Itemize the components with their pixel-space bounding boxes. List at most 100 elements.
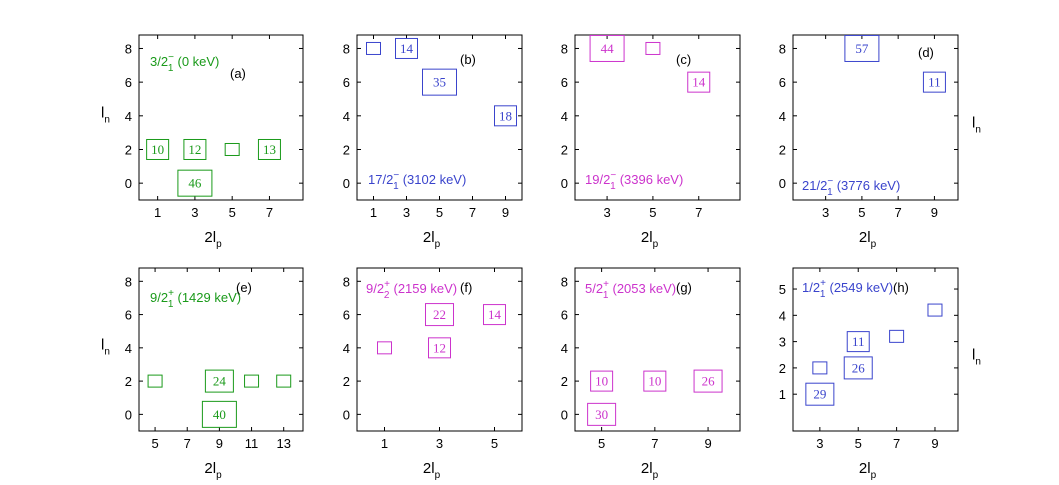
x-tick-label: 5 xyxy=(436,205,443,220)
y-axis-label: ln xyxy=(101,337,110,358)
x-tick-label: 9 xyxy=(931,205,938,220)
data-box xyxy=(395,37,418,59)
x-tick-label: 11 xyxy=(245,436,259,451)
y-tick-label: 4 xyxy=(561,109,568,124)
state-energy: (2159 keV) xyxy=(393,281,457,296)
y-axis-label: ln xyxy=(101,105,110,126)
data-box-label: 14 xyxy=(400,41,414,56)
state-parity: + xyxy=(168,288,174,299)
x-axis-label-base: 2l xyxy=(641,229,653,246)
state-index: 1 xyxy=(603,290,609,301)
panel-letter: (b) xyxy=(460,52,476,67)
x-tick-label: 1 xyxy=(381,436,388,451)
x-axis-label-base: 2l xyxy=(204,460,216,477)
data-box xyxy=(812,361,828,375)
x-axis-label-sub: p xyxy=(216,470,222,481)
data-box xyxy=(201,400,237,428)
data-box-label: 22 xyxy=(433,307,446,322)
state-parity: + xyxy=(384,279,390,290)
data-box xyxy=(425,303,454,327)
x-tick-label: 3 xyxy=(603,205,610,220)
state-label: 3/2− 1 (0 keV) xyxy=(150,52,219,74)
y-tick-label: 4 xyxy=(561,341,568,356)
x-axis-label-base: 2l xyxy=(423,460,435,477)
y-tick-label: 8 xyxy=(561,41,568,56)
y-tick-label: 6 xyxy=(125,308,132,323)
x-axis-label-base: 2l xyxy=(204,229,216,246)
panel-letter: (e) xyxy=(236,280,252,295)
x-tick-label: 3 xyxy=(403,205,410,220)
data-box-label: 18 xyxy=(499,108,512,123)
data-box-label: 26 xyxy=(702,374,716,389)
data-box-label: 29 xyxy=(813,387,826,402)
state-spin: 21/2 xyxy=(802,178,827,193)
data-box xyxy=(377,341,392,355)
x-tick-label: 3 xyxy=(436,436,443,451)
state-energy: (1429 keV) xyxy=(177,290,241,305)
data-box xyxy=(257,138,281,160)
data-box-label: 10 xyxy=(151,142,164,157)
x-tick-label: 7 xyxy=(184,436,191,451)
y-tick-label: 0 xyxy=(125,407,132,422)
data-box-label: 12 xyxy=(188,142,201,157)
data-box xyxy=(589,34,625,62)
state-label: 9/2+ 1 (1429 keV) xyxy=(150,288,241,310)
state-spin: 17/2 xyxy=(368,172,393,187)
data-box xyxy=(366,41,381,55)
axes-frame xyxy=(792,267,959,432)
y-tick-label: 0 xyxy=(343,407,350,422)
axes-frame xyxy=(574,34,741,201)
state-energy: (2549 keV) xyxy=(829,280,893,295)
y-tick-label: 6 xyxy=(779,75,786,90)
x-tick-label: 7 xyxy=(469,205,476,220)
x-tick-label: 7 xyxy=(266,205,273,220)
y-tick-label: 2 xyxy=(125,374,132,389)
x-axis-label-sub: p xyxy=(653,239,659,250)
state-label: 17/2− 1 (3102 keV) xyxy=(368,170,466,192)
y-tick-label: 6 xyxy=(343,308,350,323)
x-axis-label-sub: p xyxy=(871,239,877,250)
y-tick-label: 2 xyxy=(779,361,786,376)
y-axis-label-sub: n xyxy=(104,115,110,126)
x-tick-label: 7 xyxy=(893,436,900,451)
state-parity: + xyxy=(603,279,609,290)
data-box-label: 26 xyxy=(852,360,866,375)
x-tick-label: 1 xyxy=(154,205,161,220)
x-tick-label: 5 xyxy=(491,436,498,451)
data-box xyxy=(183,138,207,160)
panel-letter: (c) xyxy=(676,52,691,67)
state-parity: + xyxy=(820,278,826,289)
state-label: 21/2− 1 (3776 keV) xyxy=(802,176,900,198)
state-energy: (2053 keV) xyxy=(612,281,676,296)
y-tick-label: 8 xyxy=(343,41,350,56)
data-box xyxy=(922,71,946,93)
x-tick-label: 5 xyxy=(151,436,158,451)
state-label: 5/2+ 1 (2053 keV) xyxy=(585,279,676,301)
data-box xyxy=(422,68,457,96)
x-axis-label-sub: p xyxy=(653,470,659,481)
state-index: 1 xyxy=(820,289,826,300)
y-tick-label: 0 xyxy=(561,176,568,191)
state-spin: 9/2 xyxy=(150,290,168,305)
x-axis-label-sub: p xyxy=(216,239,222,250)
panel-letter: (a) xyxy=(230,66,246,81)
x-tick-label: 3 xyxy=(816,436,823,451)
y-tick-label: 4 xyxy=(343,341,350,356)
state-spin: 19/2 xyxy=(585,172,610,187)
x-tick-label: 5 xyxy=(858,205,865,220)
y-axis-label-sub: n xyxy=(975,357,981,368)
y-axis-label: ln xyxy=(972,347,981,368)
data-box-label: 35 xyxy=(433,75,446,90)
state-parity: − xyxy=(610,170,616,181)
y-tick-label: 5 xyxy=(779,282,786,297)
state-index: 1 xyxy=(610,181,616,192)
x-axis-label: 2lp xyxy=(859,229,877,250)
y-tick-label: 8 xyxy=(779,41,786,56)
y-tick-label: 6 xyxy=(561,308,568,323)
data-box xyxy=(843,356,873,380)
y-axis-label: ln xyxy=(972,115,981,136)
data-box xyxy=(177,169,213,197)
